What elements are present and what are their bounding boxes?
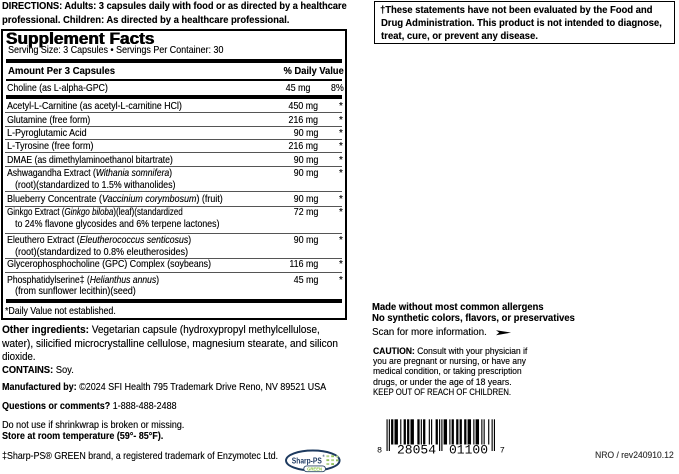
svg-text:01100: 01100 <box>449 443 488 458</box>
svg-text:28054: 28054 <box>397 443 436 458</box>
svg-text:7: 7 <box>500 446 505 456</box>
svg-text:®: ® <box>323 454 326 458</box>
svg-text:8: 8 <box>377 446 382 456</box>
svg-text:Sharp-PS: Sharp-PS <box>292 457 323 466</box>
svg-text:GREEN: GREEN <box>307 467 322 472</box>
